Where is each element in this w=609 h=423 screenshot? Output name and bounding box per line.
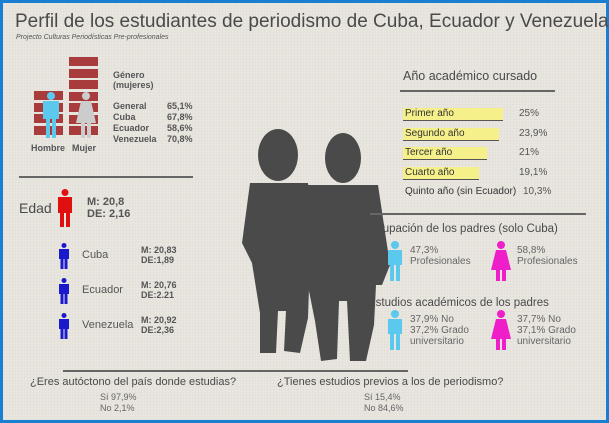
q1-yes: Sí 97,9% xyxy=(100,392,137,402)
country-mean: M: 20,83 xyxy=(141,245,177,255)
mother-icon xyxy=(491,241,511,281)
country-label: Ecuador xyxy=(82,284,123,296)
year-bar xyxy=(403,108,503,121)
gender-row-label: General xyxy=(113,101,147,111)
year-label: Segundo año xyxy=(405,127,465,139)
parents-study-heading: Estudios académicos de los padres xyxy=(368,297,549,309)
q2-question: ¿Tienes estudios previos a los de period… xyxy=(277,376,504,388)
male-icon xyxy=(43,92,59,138)
gender-row-label: Ecuador xyxy=(113,123,150,133)
q2-no: No 84,6% xyxy=(364,403,404,413)
gender-row-value: 67,8% xyxy=(167,112,193,122)
mother-text: 37,7% No xyxy=(517,314,561,325)
year-value: 10,3% xyxy=(523,186,552,197)
female-icon xyxy=(76,92,96,138)
brick xyxy=(69,57,98,66)
father-icon xyxy=(388,241,402,281)
q1-question: ¿Eres autóctono del país donde estudias? xyxy=(30,376,237,388)
divider xyxy=(370,213,586,215)
year-label: Quinto año (sin Ecuador) xyxy=(405,186,517,197)
year-value: 23,9% xyxy=(519,127,548,139)
country-mean: M: 20,92 xyxy=(141,315,177,325)
father-text: Profesionales xyxy=(410,256,471,267)
gender-heading: Género xyxy=(113,70,145,80)
age-mean: M: 20,8 xyxy=(87,196,125,208)
parents-job-heading: Ocupación de los padres (solo Cuba) xyxy=(368,223,558,235)
year-bar xyxy=(403,147,487,160)
q2-yes: Sí 15,4% xyxy=(364,392,401,402)
country-sd: DE:1,89 xyxy=(141,255,175,265)
father-icon xyxy=(388,310,402,350)
brick xyxy=(69,80,98,89)
person-icon xyxy=(59,313,69,339)
father-text: 37,2% Grado xyxy=(410,325,469,336)
female-label: Mujer xyxy=(72,143,97,153)
year-value: 21% xyxy=(519,147,540,158)
couple-silhouette xyxy=(242,129,390,361)
country-sd: DE:2.21 xyxy=(141,290,175,300)
mother-text: Profesionales xyxy=(517,256,578,267)
divider xyxy=(63,370,408,372)
gender-subheading: (mujeres) xyxy=(113,80,154,90)
subtitle: Projecto Culturas Periodísticas Pre-prof… xyxy=(16,34,169,41)
year-bar xyxy=(403,166,480,180)
year-label: Primer año xyxy=(405,108,454,119)
age-sd: DE: 2,16 xyxy=(87,208,131,220)
divider xyxy=(19,176,193,178)
gender-row-value: 58,6% xyxy=(167,123,193,133)
father-text: 47,3% xyxy=(410,245,439,256)
person-icon xyxy=(59,278,69,304)
country-label: Cuba xyxy=(82,249,109,261)
person-icon xyxy=(58,189,72,227)
q1-no: No 2,1% xyxy=(100,403,135,413)
person-icon xyxy=(59,243,69,269)
male-label: Hombre xyxy=(31,143,66,153)
year-value: 25% xyxy=(519,108,540,119)
year-bar xyxy=(403,127,499,141)
father-text: 37,9% No xyxy=(410,314,454,325)
mother-icon xyxy=(491,310,511,350)
gender-row-label: Cuba xyxy=(113,112,136,122)
age-label: Edad xyxy=(19,200,52,216)
year-value: 19,1% xyxy=(519,166,548,178)
brick xyxy=(69,68,98,78)
mother-text: 37,1% Grado xyxy=(517,325,576,336)
year-heading: Año académico cursado xyxy=(403,69,538,83)
divider xyxy=(400,90,555,92)
country-label: Venezuela xyxy=(82,319,134,331)
infographic: Perfil de los estudiantes de periodismo … xyxy=(3,3,609,420)
country-sd: DE:2,36 xyxy=(141,325,175,335)
gender-row-value: 70,8% xyxy=(167,134,193,144)
father-text: universitario xyxy=(410,336,464,347)
year-label: Tercer año xyxy=(405,147,453,158)
gender-row-value: 65,1% xyxy=(167,101,193,111)
page-title: Perfil de los estudiantes de periodismo … xyxy=(15,11,609,32)
year-label: Cuarto año xyxy=(405,166,455,178)
gender-row-label: Venezuela xyxy=(113,134,157,144)
mother-text: 58,8% xyxy=(517,245,546,256)
country-mean: M: 20,76 xyxy=(141,280,177,290)
mother-text: universitario xyxy=(517,336,571,347)
